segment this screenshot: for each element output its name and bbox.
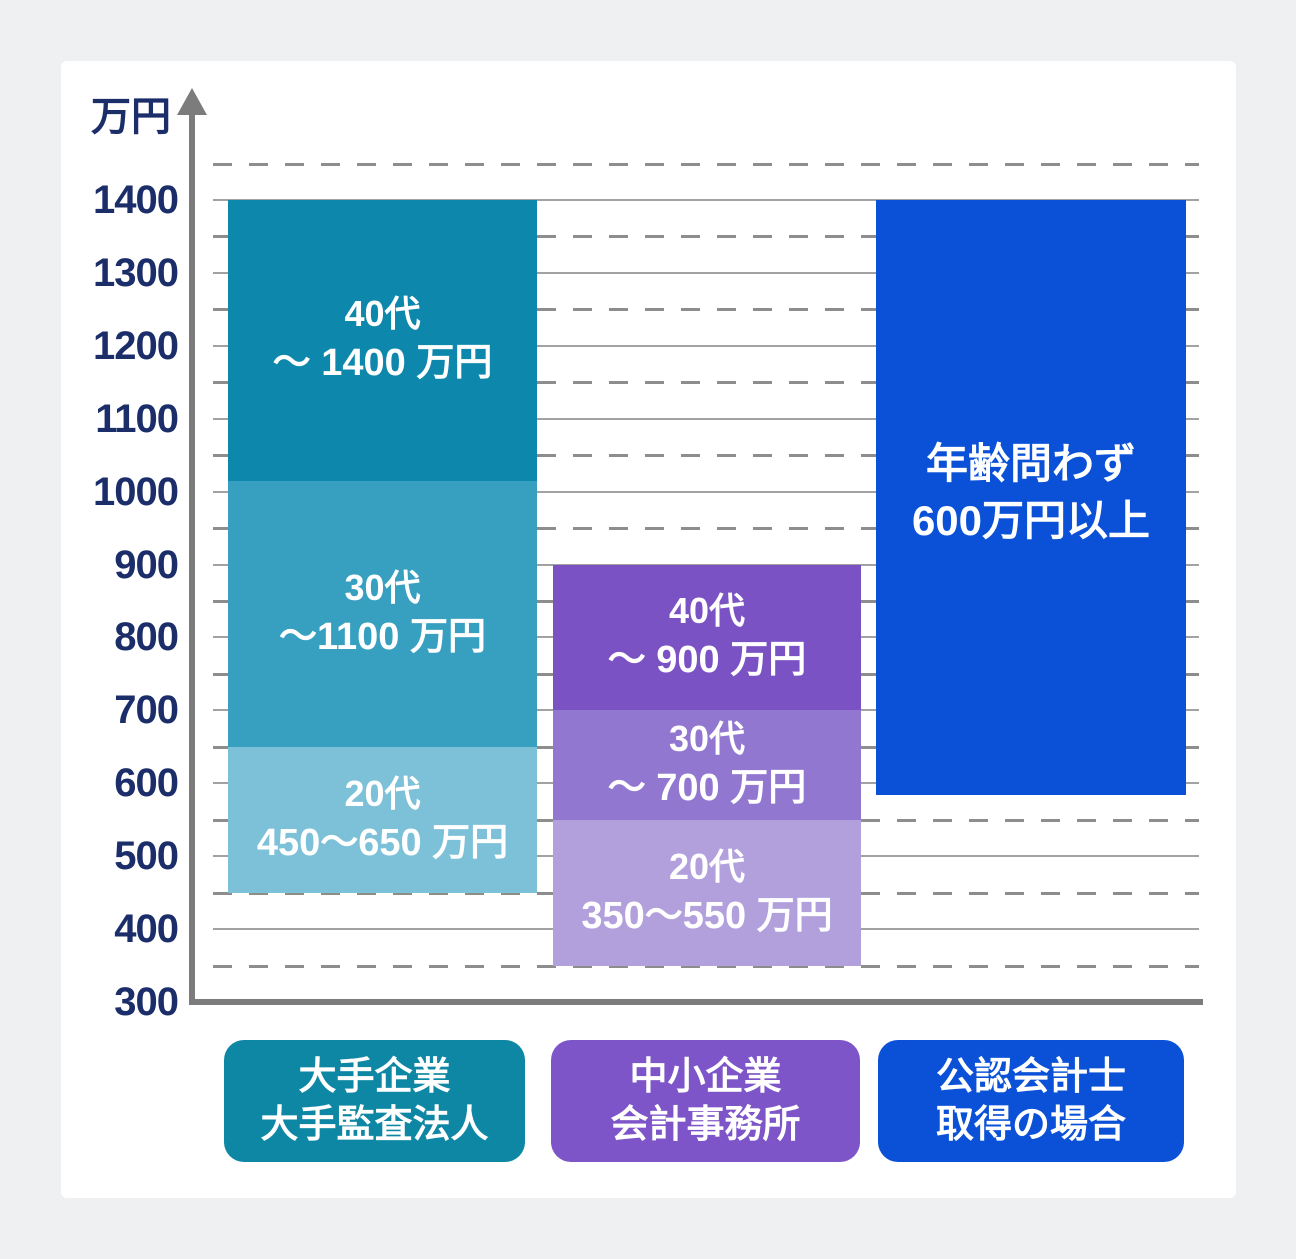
segment-range-label: ～ 1400 万円 bbox=[272, 342, 493, 385]
legend-item-1: 大手企業大手監査法人 bbox=[224, 1040, 525, 1162]
y-axis-tick-label-1400: 1400 bbox=[93, 178, 179, 222]
gridline-dashed-1350 bbox=[213, 235, 1199, 239]
segment-age-label: 20代 bbox=[344, 772, 421, 814]
y-axis-line bbox=[189, 112, 195, 1005]
y-axis-tick-label-900: 900 bbox=[114, 542, 179, 587]
gridline-solid-1300 bbox=[213, 271, 1199, 274]
segment-range-label: 450～650 万円 bbox=[256, 821, 509, 864]
y-axis-tick-label-800: 800 bbox=[114, 615, 179, 660]
x-axis-line bbox=[189, 999, 1203, 1005]
segment-age-label: 30代 bbox=[344, 566, 421, 608]
y-axis-tick-label-300: 300 bbox=[114, 980, 179, 1024]
y-axis-tick-label-1100: 1100 bbox=[95, 396, 179, 441]
segment-range-label: ～1100 万円 bbox=[279, 615, 486, 658]
bar-segment-30代: 30代 ～1100 万円 bbox=[228, 480, 537, 747]
gridline-dashed-1250 bbox=[213, 308, 1199, 312]
y-axis-unit-label: 万円 bbox=[91, 95, 171, 139]
gridline-dashed-1450 bbox=[213, 162, 1199, 166]
y-axis-tick-label-600: 600 bbox=[114, 761, 179, 806]
legend-item-label: 取得の場合 bbox=[935, 1104, 1126, 1146]
legend-item-label: 会計事務所 bbox=[610, 1104, 801, 1146]
bar-segment-20代: 20代 450～650 万円 bbox=[228, 746, 537, 893]
gridline-solid-1400 bbox=[213, 199, 1199, 201]
gridline-dashed-950 bbox=[213, 527, 1199, 531]
segment-age-label: 40代 bbox=[344, 293, 421, 335]
segment-range-label: ～ 700 万円 bbox=[607, 767, 807, 810]
legend-item-label: 大手企業 bbox=[298, 1056, 451, 1098]
bar-segment-年齢問わず: 年齢問わず 600万円以上 bbox=[876, 200, 1186, 796]
y-axis-tick-label-500: 500 bbox=[114, 834, 179, 879]
segment-range-label: 600万円以上 bbox=[911, 496, 1151, 544]
segment-range-label: ～ 900 万円 bbox=[607, 639, 807, 682]
legend-item-2: 中小企業 会計事務所 bbox=[551, 1040, 860, 1162]
y-axis-tick-label-400: 400 bbox=[114, 907, 179, 952]
bar-segment-20代: 20代 350～550 万円 bbox=[553, 819, 861, 966]
bar-segment-30代: 30代 ～ 700 万円 bbox=[553, 710, 861, 820]
segment-age-label: 40代 bbox=[668, 590, 746, 632]
y-axis-arrow-icon bbox=[177, 88, 207, 115]
bar-segment-40代: 40代 ～ 900 万円 bbox=[553, 564, 861, 711]
legend-item-3: 公認会計士取得の場合 bbox=[878, 1040, 1184, 1162]
y-axis-tick-label-1300: 1300 bbox=[93, 250, 179, 295]
y-axis-tick-label-1000: 1000 bbox=[93, 469, 179, 514]
gridline-dashed-1050 bbox=[213, 454, 1199, 458]
gridline-dashed-350 bbox=[213, 964, 1199, 968]
y-axis-tick-label-1200: 1200 bbox=[93, 323, 179, 368]
legend-item-label: 中小企業 bbox=[629, 1056, 782, 1098]
gridline-solid-1100 bbox=[213, 417, 1199, 420]
segment-range-label: 350～550 万円 bbox=[581, 894, 833, 937]
segment-age-label: 20代 bbox=[668, 845, 746, 887]
legend-item-label: 大手監査法人 bbox=[260, 1104, 489, 1146]
segment-age-label: 年齢問わず bbox=[925, 439, 1136, 487]
gridline-solid-1200 bbox=[213, 344, 1199, 347]
y-axis-tick-label-700: 700 bbox=[114, 688, 179, 733]
gridline-dashed-1150 bbox=[213, 381, 1199, 385]
legend-item-label: 公認会計士 bbox=[935, 1056, 1126, 1098]
gridline-solid-1000 bbox=[213, 490, 1199, 493]
bar-segment-40代: 40代 ～ 1400 万円 bbox=[228, 200, 537, 481]
segment-age-label: 30代 bbox=[668, 718, 746, 760]
